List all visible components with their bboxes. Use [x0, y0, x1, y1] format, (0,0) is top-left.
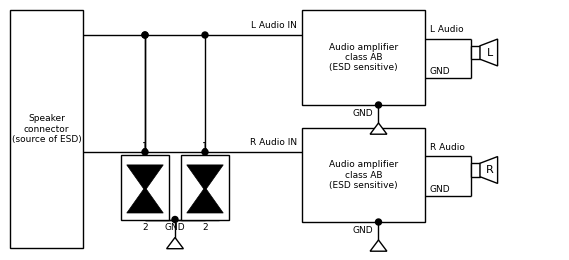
Polygon shape — [370, 123, 387, 134]
Text: Speaker
connector
(source of ESD): Speaker connector (source of ESD) — [11, 114, 81, 144]
Text: R Audio: R Audio — [430, 143, 465, 152]
Circle shape — [376, 219, 381, 225]
Polygon shape — [187, 187, 223, 213]
Text: L: L — [487, 48, 493, 57]
Text: Audio amplifier
class AB
(ESD sensitive): Audio amplifier class AB (ESD sensitive) — [329, 160, 398, 190]
Text: GND: GND — [353, 109, 373, 118]
Circle shape — [376, 102, 381, 108]
Text: GND: GND — [164, 223, 185, 232]
Text: 2: 2 — [142, 223, 148, 232]
Text: L Audio: L Audio — [430, 25, 464, 35]
Polygon shape — [480, 39, 498, 66]
Circle shape — [202, 149, 208, 155]
Circle shape — [202, 32, 208, 38]
Text: Audio amplifier
class AB
(ESD sensitive): Audio amplifier class AB (ESD sensitive) — [329, 43, 398, 72]
Bar — [471, 46, 480, 59]
Polygon shape — [127, 187, 163, 213]
Bar — [181, 154, 229, 219]
Text: 1: 1 — [142, 142, 148, 151]
Polygon shape — [370, 240, 387, 251]
Polygon shape — [187, 165, 223, 191]
Text: R Audio IN: R Audio IN — [250, 138, 297, 147]
Bar — [302, 10, 425, 105]
Bar — [10, 10, 83, 248]
Text: L Audio IN: L Audio IN — [251, 21, 297, 30]
Text: R: R — [486, 165, 494, 175]
Polygon shape — [127, 165, 163, 191]
Bar — [121, 154, 169, 219]
Circle shape — [142, 32, 148, 38]
Text: GND: GND — [430, 67, 451, 76]
Polygon shape — [480, 157, 498, 184]
Text: 2: 2 — [202, 223, 208, 232]
Circle shape — [172, 217, 178, 223]
Circle shape — [142, 149, 148, 155]
Circle shape — [142, 32, 148, 38]
Bar — [302, 128, 425, 222]
Polygon shape — [167, 237, 183, 249]
Text: 1: 1 — [202, 142, 208, 151]
Bar — [471, 163, 480, 177]
Text: GND: GND — [353, 226, 373, 235]
Text: GND: GND — [430, 185, 451, 194]
